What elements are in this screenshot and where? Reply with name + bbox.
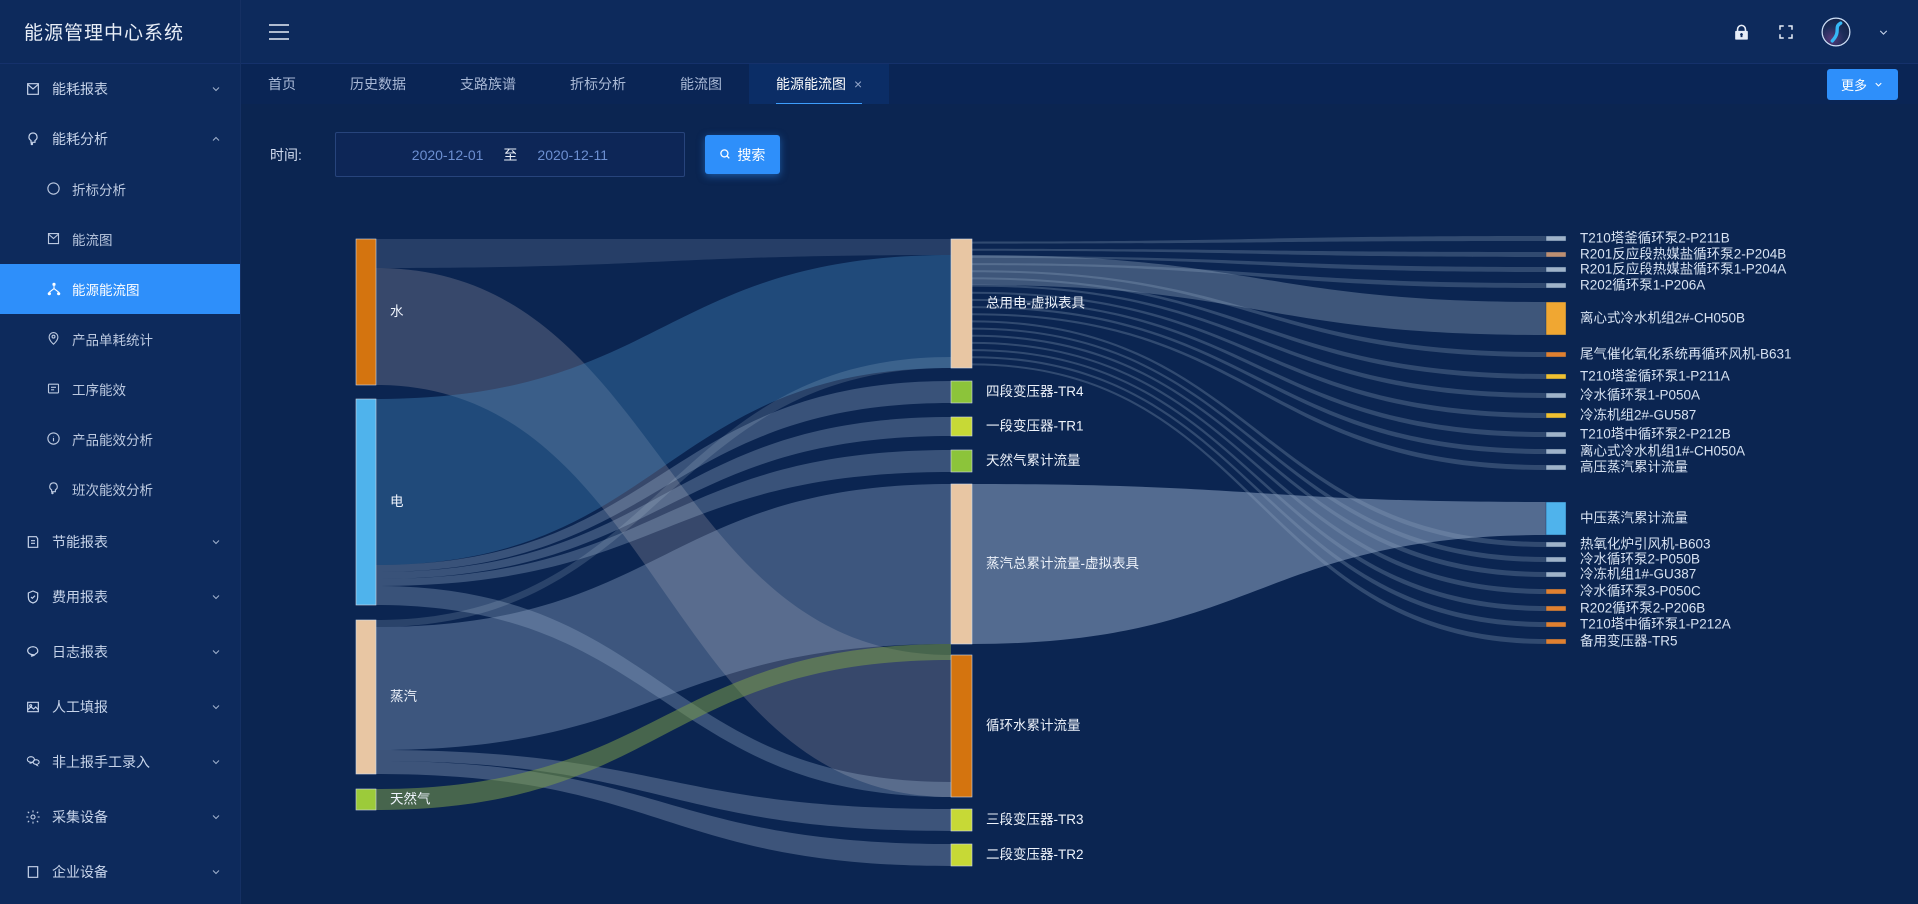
svg-text:R201反应段热媒盐循环泵2-P204B: R201反应段热媒盐循环泵2-P204B (1580, 246, 1786, 262)
svg-text:离心式冷水机组2#-CH050B: 离心式冷水机组2#-CH050B (1580, 310, 1745, 326)
svg-text:冷水循环泵1-P050A: 冷水循环泵1-P050A (1580, 388, 1700, 403)
svg-text:T210塔中循环泵1-P212A: T210塔中循环泵1-P212A (1580, 617, 1731, 632)
svg-text:高压蒸汽累计流量: 高压蒸汽累计流量 (1580, 459, 1688, 475)
svg-text:R202循环泵1-P206A: R202循环泵1-P206A (1580, 278, 1705, 293)
svg-text:总用电-虚拟表具: 总用电-虚拟表具 (986, 296, 1085, 311)
svg-text:蒸汽总累计流量-虚拟表具: 蒸汽总累计流量-虚拟表具 (986, 556, 1139, 571)
svg-text:T210塔釜循环泵2-P211B: T210塔釜循环泵2-P211B (1580, 231, 1730, 246)
svg-text:冷冻机组2#-GU587: 冷冻机组2#-GU587 (1580, 408, 1696, 423)
svg-text:中压蒸汽累计流量: 中压蒸汽累计流量 (1580, 511, 1688, 526)
svg-text:T210塔釜循环泵1-P211A: T210塔釜循环泵1-P211A (1580, 369, 1730, 384)
svg-text:四段变压器-TR4: 四段变压器-TR4 (986, 384, 1084, 399)
svg-text:T210塔中循环泵2-P212B: T210塔中循环泵2-P212B (1580, 427, 1731, 442)
svg-text:循环水累计流量: 循环水累计流量 (986, 718, 1081, 733)
svg-text:蒸汽: 蒸汽 (390, 689, 417, 704)
svg-text:天然气累计流量: 天然气累计流量 (986, 452, 1081, 468)
svg-text:备用变压器-TR5: 备用变压器-TR5 (1580, 633, 1678, 649)
svg-text:尾气催化氧化系统再循环风机-B631: 尾气催化氧化系统再循环风机-B631 (1580, 347, 1792, 362)
svg-text:冷水循环泵3-P050C: 冷水循环泵3-P050C (1580, 584, 1701, 599)
svg-text:R201反应段热媒盐循环泵1-P204A: R201反应段热媒盐循环泵1-P204A (1580, 261, 1786, 277)
svg-text:水: 水 (390, 304, 404, 319)
svg-text:二段变压器-TR2: 二段变压器-TR2 (986, 847, 1084, 862)
svg-text:三段变压器-TR3: 三段变压器-TR3 (986, 812, 1084, 827)
svg-text:一段变压器-TR1: 一段变压器-TR1 (986, 419, 1084, 434)
svg-text:天然气: 天然气 (390, 791, 431, 807)
svg-text:冷冻机组1#-GU387: 冷冻机组1#-GU387 (1580, 567, 1696, 582)
svg-text:R202循环泵2-P206B: R202循环泵2-P206B (1580, 601, 1705, 616)
svg-text:离心式冷水机组1#-CH050A: 离心式冷水机组1#-CH050A (1580, 443, 1745, 459)
svg-text:热氧化炉引风机-B603: 热氧化炉引风机-B603 (1580, 537, 1711, 552)
svg-text:电: 电 (390, 494, 404, 509)
svg-text:冷水循环泵2-P050B: 冷水循环泵2-P050B (1580, 552, 1700, 567)
